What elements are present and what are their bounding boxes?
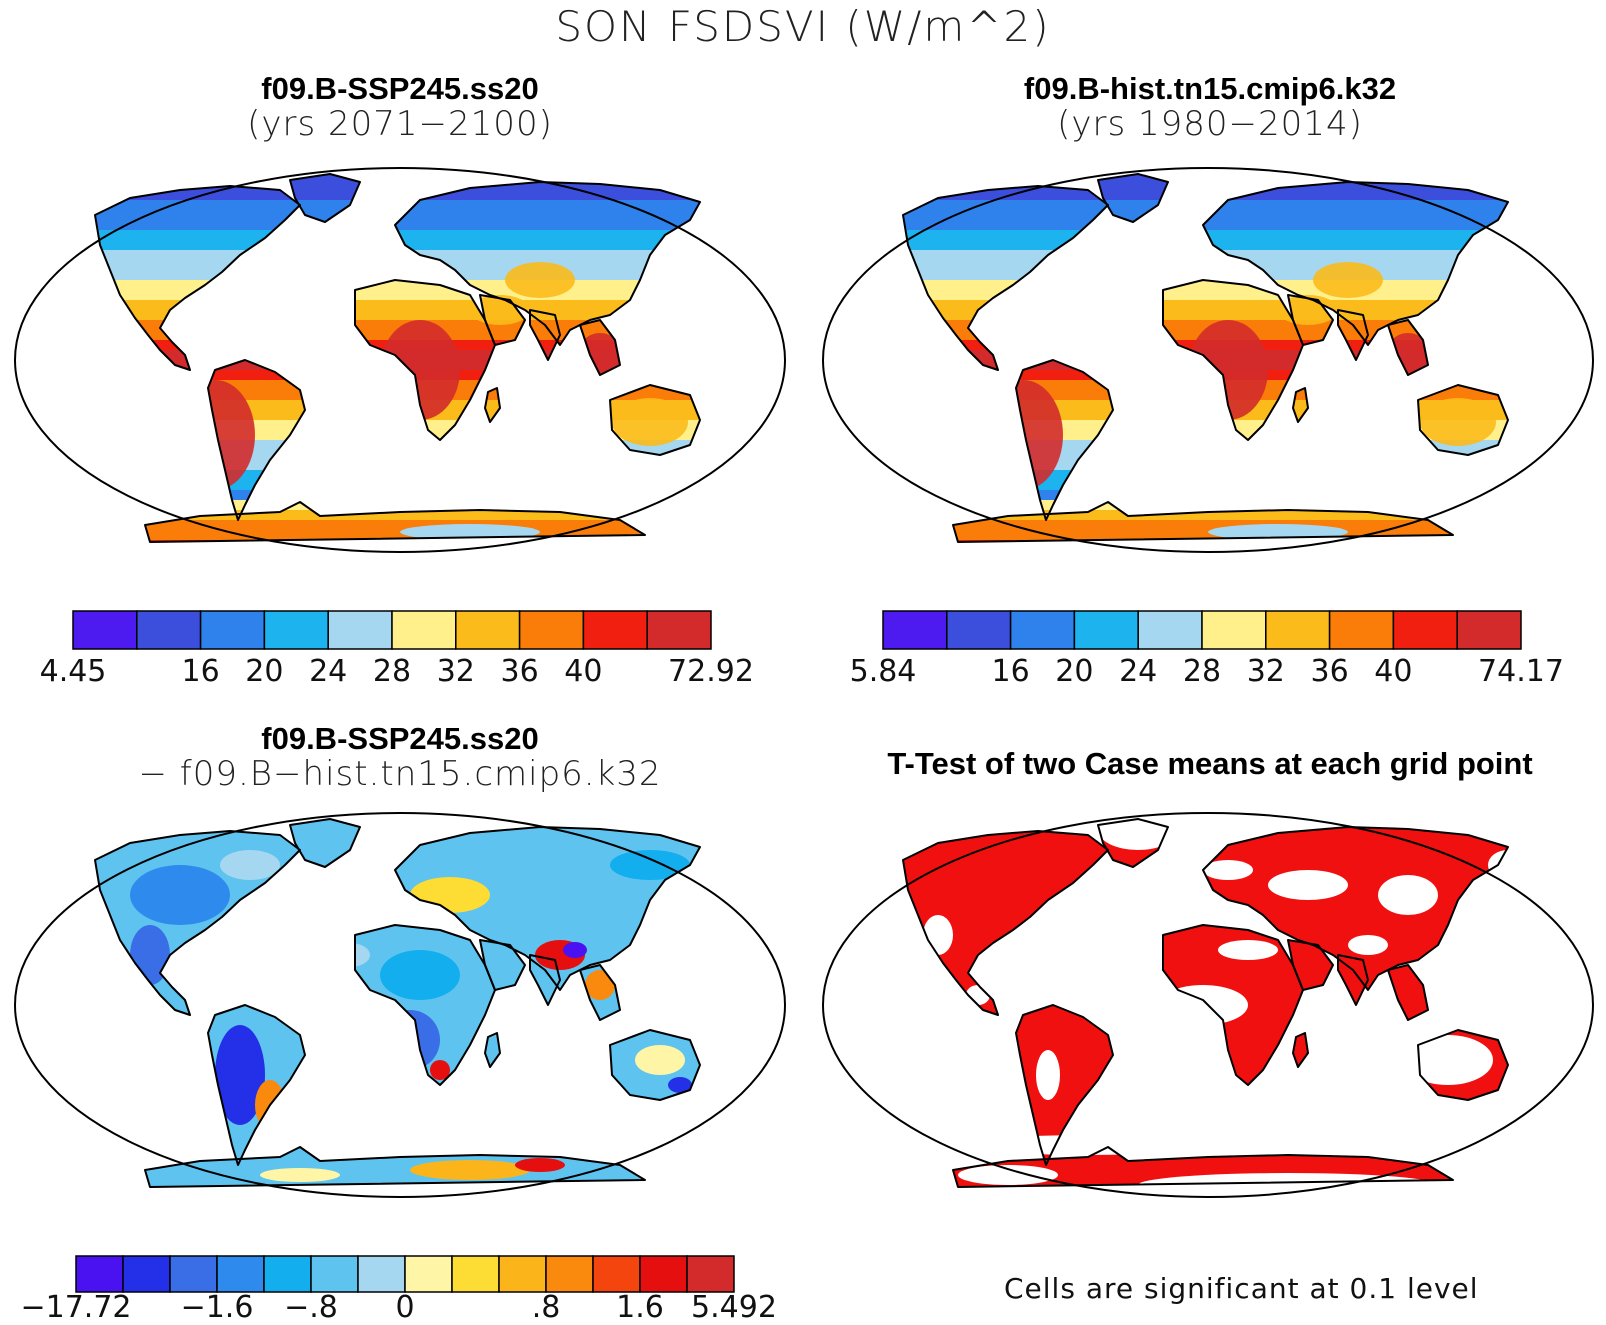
colorbar-swatch (216, 1255, 265, 1293)
colorbar-tick-label: 24 (309, 654, 348, 689)
colorbar-swatch (545, 1255, 594, 1293)
colorbar-swatch (451, 1255, 500, 1293)
map-case1 (14, 167, 786, 553)
colorbar-tick-label: 5.84 (849, 654, 917, 689)
colorbar-tick-label: 24 (1119, 654, 1158, 689)
colorbar-swatch (639, 1255, 688, 1293)
panel-case2-title: f09.B-hist.tn15.cmip6.k32 (yrs 1980−2014… (810, 71, 1606, 145)
panel-case2-title-line2: (yrs 1980−2014) (1057, 104, 1363, 145)
colorbar-tick-label: 72.92 (668, 654, 754, 689)
colorbar-swatch (1328, 610, 1395, 650)
colorbar-swatch (327, 610, 393, 650)
colorbar-tick-label: 20 (1055, 654, 1094, 689)
panel-case1-title-line1: f09.B-SSP245.ss20 (261, 71, 539, 106)
colorbar-tick-label: 40 (1374, 654, 1413, 689)
colorbar-swatch (518, 610, 585, 650)
colorbar-case1 (72, 610, 712, 650)
colorbar-tick-label: −1.6 (180, 1290, 254, 1325)
colorbar-tick-label: .8 (531, 1290, 561, 1325)
colorbar-swatch (1392, 610, 1458, 650)
map-case2 (822, 167, 1594, 553)
panel-diff-title: f09.B-SSP245.ss20 − f09.B−hist.tn15.cmip… (0, 721, 800, 795)
colorbar-swatch (263, 1255, 312, 1293)
colorbar-difference (75, 1255, 735, 1293)
colorbar-swatch (136, 610, 202, 650)
colorbar-tick-label: 1.6 (616, 1290, 664, 1325)
colorbar-swatch (391, 610, 457, 650)
colorbar-swatch (498, 1255, 547, 1293)
colorbar-case2-labels: 5.84 16 20 24 28 32 36 40 74.17 (850, 654, 1564, 689)
colorbar-tick-label: 0 (395, 1290, 415, 1325)
colorbar-tick-label: 28 (1182, 654, 1222, 689)
colorbar-tick-label: 40 (564, 654, 603, 689)
colorbar-tick-label: 16 (991, 654, 1030, 689)
colorbar-swatch (357, 1255, 406, 1293)
panel-case1-title-line2: (yrs 2071−2100) (247, 104, 553, 145)
figure-title: SON FSDSVI (W/m^2) (555, 2, 1051, 51)
colorbar-swatch (310, 1255, 359, 1293)
colorbar-swatch (1009, 610, 1076, 650)
colorbar-swatch (1456, 610, 1522, 650)
colorbar-tick-label: 36 (500, 654, 539, 689)
colorbar-tick-label: 28 (372, 654, 412, 689)
colorbar-tick-label: 36 (1310, 654, 1349, 689)
map-difference (14, 812, 786, 1198)
panel-case2-title-line1: f09.B-hist.tn15.cmip6.k32 (1023, 71, 1397, 106)
panel-ttest-title: T-Test of two Case means at each grid po… (887, 746, 1533, 781)
colorbar-tick-label: 20 (245, 654, 284, 689)
colorbar-swatch (646, 610, 712, 650)
colorbar-tick-label: 5.492 (691, 1290, 777, 1325)
colorbar-swatch (169, 1255, 218, 1293)
colorbar-swatch (882, 610, 948, 650)
colorbar-swatch (75, 1255, 124, 1293)
colorbar-tick-label: 74.17 (1478, 654, 1564, 689)
colorbar-tick-label: −17.72 (20, 1290, 132, 1325)
map-ttest (822, 812, 1594, 1198)
colorbar-tick-label: 32 (1246, 654, 1285, 689)
colorbar-swatch (582, 610, 648, 650)
colorbar-swatch (1265, 610, 1331, 650)
colorbar-swatch (592, 1255, 641, 1293)
colorbar-swatch (1137, 610, 1203, 650)
colorbar-case2 (882, 610, 1522, 650)
colorbar-swatch (263, 610, 329, 650)
ttest-significance-note: Cells are significant at 0.1 level (1004, 1272, 1479, 1305)
colorbar-swatch (1201, 610, 1267, 650)
colorbar-swatch (122, 1255, 171, 1293)
colorbar-swatch (455, 610, 521, 650)
colorbar-tick-label: 16 (181, 654, 220, 689)
colorbar-swatch (946, 610, 1012, 650)
colorbar-tick-label: −.8 (284, 1290, 338, 1325)
colorbar-difference-labels: −17.72 −1.6 −.8 0 .8 1.6 5.492 (20, 1290, 776, 1325)
colorbar-tick-label: 4.45 (39, 654, 107, 689)
colorbar-tick-label: 32 (436, 654, 475, 689)
panel-diff-title-line2: − f09.B−hist.tn15.cmip6.k32 (138, 754, 662, 795)
colorbar-swatch (404, 1255, 453, 1293)
colorbar-swatch (72, 610, 138, 650)
panel-diff-title-line1: f09.B-SSP245.ss20 (261, 721, 539, 756)
colorbar-swatch (686, 1255, 735, 1293)
colorbar-swatch (1073, 610, 1139, 650)
panel-case1-title: f09.B-SSP245.ss20 (yrs 2071−2100) (0, 71, 800, 145)
colorbar-swatch (199, 610, 266, 650)
colorbar-case1-labels: 4.45 16 20 24 28 32 36 40 72.92 (40, 654, 754, 689)
